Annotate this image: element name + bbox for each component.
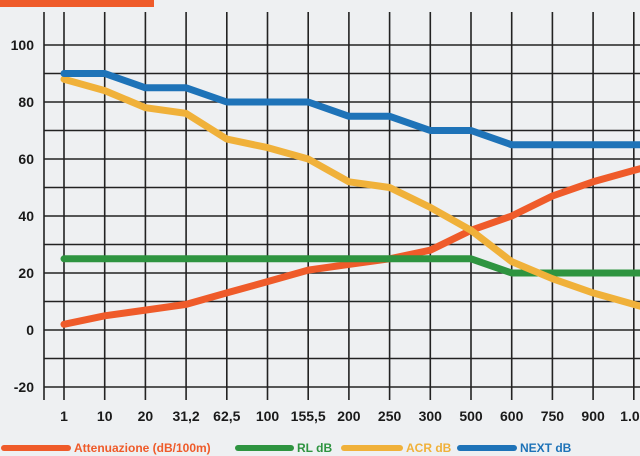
x-tick-label: 600 [500,408,524,424]
x-tick-label: 750 [541,408,565,424]
x-tick-label: 20 [138,408,154,424]
x-tick-label: 100 [256,408,280,424]
x-tick-label: 155,5 [291,408,326,424]
legend-label: NEXT dB [520,441,572,455]
x-tick-label: 250 [378,408,402,424]
x-tick-label: 500 [459,408,483,424]
header-accent-bar [0,0,154,7]
legend-label: Attenuazione (dB/100m) [74,441,211,455]
x-tick-label: 200 [337,408,361,424]
y-tick-label: -20 [14,379,34,395]
y-tick-label: 60 [18,151,34,167]
legend-label: RL dB [297,441,332,455]
x-tick-label: 1 [60,408,68,424]
y-tick-label: 80 [18,94,34,110]
series-line-3 [60,70,640,149]
y-tick-label: 100 [11,37,35,53]
y-tick-label: 0 [26,322,34,338]
series-line-2 [60,75,640,310]
x-tick-label: 62,5 [213,408,240,424]
x-tick-label: 31,2 [172,408,199,424]
legend-label: ACR dB [406,441,452,455]
x-tick-label: 10 [97,408,113,424]
x-tick-label: 300 [419,408,443,424]
y-tick-label: 20 [18,265,34,281]
x-tick-label: 900 [581,408,605,424]
y-tick-label: 40 [18,208,34,224]
x-tick-label: 1.00 [620,408,640,424]
series-line-1 [60,255,640,277]
